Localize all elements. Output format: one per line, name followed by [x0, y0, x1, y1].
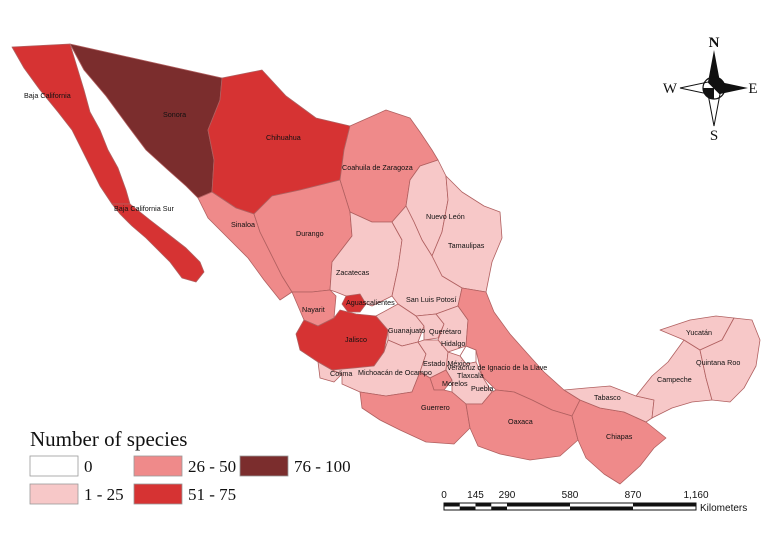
legend-swatch [133, 483, 183, 505]
legend-swatch [133, 455, 183, 477]
state-label: Tamaulipas [448, 241, 485, 250]
scale-tick-label: 870 [625, 490, 642, 501]
state-labels: Baja California Baja California Sur Sono… [24, 91, 740, 441]
state-label: Baja California [24, 91, 71, 100]
scale-bar-segment [491, 506, 507, 510]
legend-swatch [29, 483, 79, 505]
scale-bar: 0 145 290 580 870 1,160 Kilometers [441, 490, 747, 514]
state-label: Chihuahua [266, 133, 301, 142]
state-colima [317, 361, 343, 383]
scale-unit-label: Kilometers [700, 503, 747, 514]
state-label: Estado México [423, 359, 470, 368]
state-label: Baja California Sur [114, 204, 175, 213]
scale-tick-label: 0 [441, 490, 447, 501]
state-label: Nayarit [302, 305, 325, 314]
scale-bar-segment [507, 503, 570, 507]
legend-swatch [239, 455, 289, 477]
state-label: Veracruz de Ignacio de la Llave [447, 363, 547, 372]
legend-label: 0 [84, 457, 93, 476]
legend-swatch [29, 455, 79, 477]
state-quintana-roo [699, 317, 761, 403]
state-label: San Luis Potosí [406, 295, 456, 304]
state-label: Sinaloa [231, 220, 255, 229]
compass-east-label: E [748, 81, 757, 97]
state-label: Nuevo León [426, 212, 465, 221]
state-label: Michoacán de Ocampo [358, 368, 432, 377]
state-label: Oaxaca [508, 417, 533, 426]
scale-bar-segment [444, 503, 460, 507]
legend-label: 1 - 25 [84, 485, 124, 504]
scale-tick-label: 580 [562, 490, 579, 501]
compass-quadrant-icon [703, 88, 714, 99]
compass-rose: N S E W [663, 35, 758, 144]
scale-bar-segment [570, 506, 633, 510]
compass-west-label: W [663, 81, 678, 97]
state-label: Quintana Roo [696, 358, 740, 367]
states-layer [11, 43, 761, 485]
state-label: Guerrero [421, 403, 450, 412]
state-label: Querétaro [429, 327, 461, 336]
state-label: Aguascalientes [346, 298, 395, 307]
legend-label: 26 - 50 [188, 457, 236, 476]
scale-bar-segment [633, 503, 696, 507]
scale-bar-segment [475, 503, 492, 507]
state-label: Durango [296, 229, 324, 238]
legend-title: Number of species [30, 427, 187, 451]
state-guerrero [359, 371, 471, 445]
legend: Number of species 0 1 - 25 26 - 50 51 - … [29, 427, 351, 505]
state-label: Chiapas [606, 432, 633, 441]
legend-label: 76 - 100 [294, 457, 351, 476]
state-label: Colima [330, 369, 352, 378]
state-label: Coahuila de Zaragoza [342, 163, 413, 172]
state-baja-california-sur [111, 203, 205, 283]
scale-tick-label: 1,160 [683, 490, 708, 501]
state-label: Tabasco [594, 393, 621, 402]
scale-bar-segment [459, 506, 476, 510]
state-label: Yucatán [686, 328, 712, 337]
compass-north-label: N [709, 35, 720, 51]
state-label: Jalisco [345, 335, 367, 344]
state-aguascalientes [341, 293, 367, 313]
compass-south-label: S [710, 128, 718, 144]
state-label: Morelos [442, 379, 468, 388]
state-label: Hidalgo [441, 339, 465, 348]
scale-tick-label: 290 [499, 490, 516, 501]
scale-tick-label: 145 [467, 490, 484, 501]
state-label: Zacatecas [336, 268, 370, 277]
state-label: Puebla [471, 384, 493, 393]
legend-label: 51 - 75 [188, 485, 236, 504]
state-label: Sonora [163, 110, 186, 119]
state-label: Tlaxcala [457, 371, 484, 380]
compass-quadrant-icon [714, 77, 725, 88]
state-label: Campeche [657, 375, 692, 384]
state-label: Guanajuato [388, 326, 425, 335]
